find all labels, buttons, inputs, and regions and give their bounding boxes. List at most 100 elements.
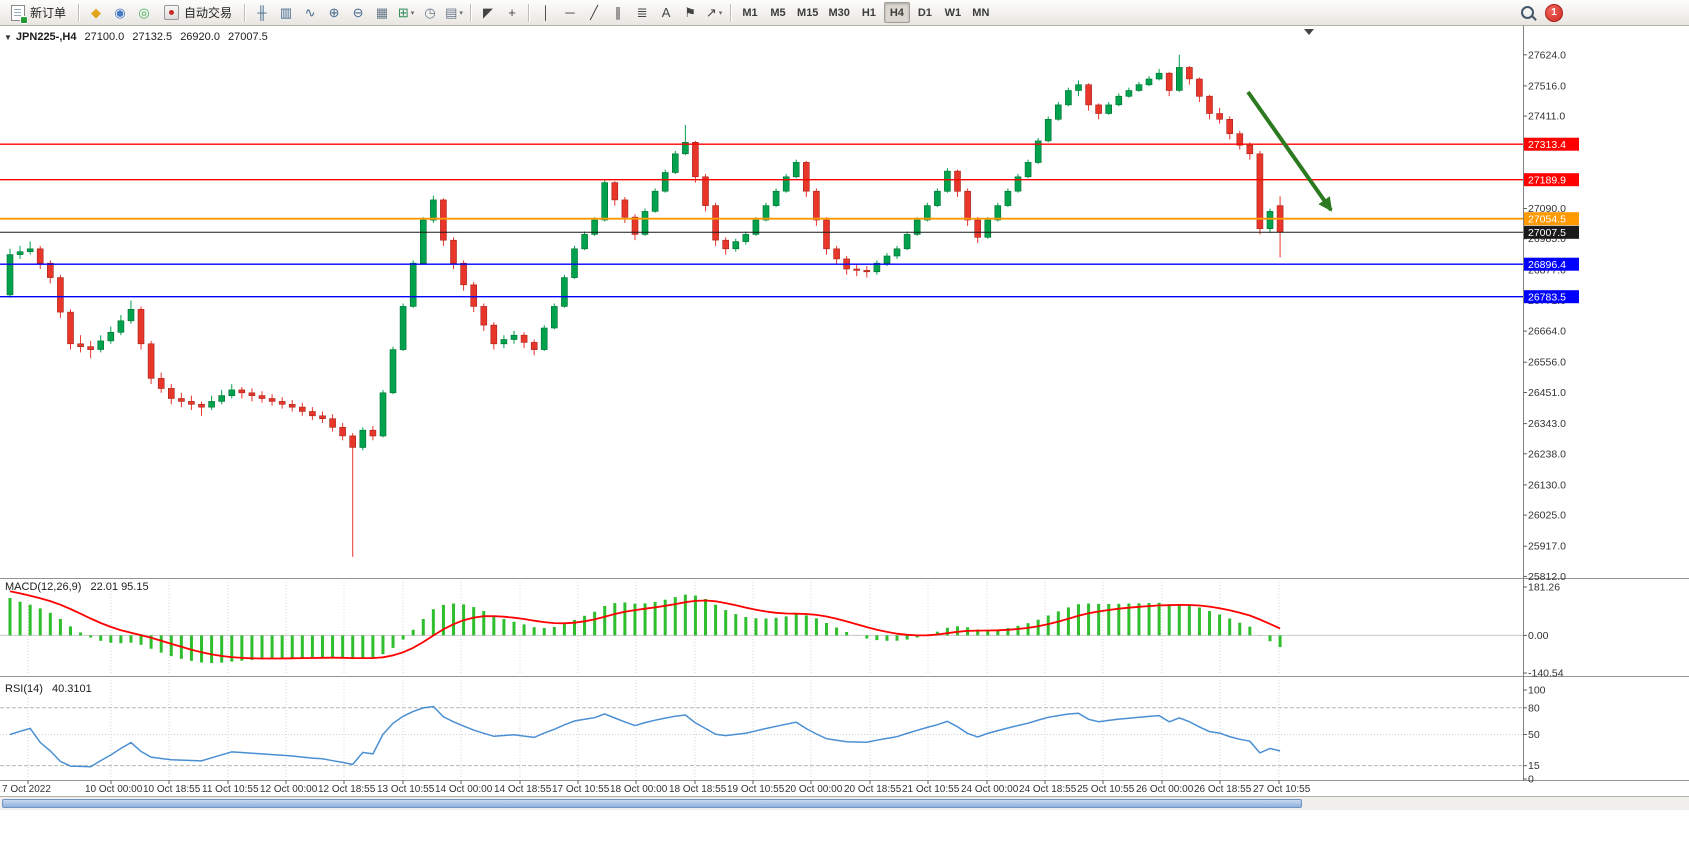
candlestick-chart-icon: ▥ <box>279 5 293 20</box>
svg-text:10 Oct 00:00: 10 Oct 00:00 <box>85 784 143 795</box>
arrows-button[interactable]: ↗ <box>703 2 725 23</box>
support-icon-icon: ◉ <box>114 5 126 20</box>
time-axis: 7 Oct 2022 10 Oct 00:00 10 Oct 18:55 11 Oct… <box>2 780 1311 795</box>
ohlc-low: 26920.0 <box>180 31 220 43</box>
text-button[interactable]: A <box>655 2 677 23</box>
new-order-button-label: 新订单 <box>30 6 67 20</box>
bar-chart-icon: ╫ <box>257 5 267 20</box>
new-order-button[interactable]: 新订单 <box>4 2 73 24</box>
svg-text:18 Oct 00:00: 18 Oct 00:00 <box>610 784 668 795</box>
equidistant-channel-button[interactable]: ∥ <box>607 2 629 23</box>
svg-text:26556.0: 26556.0 <box>1528 357 1566 369</box>
tile-windows-icon: ▦ <box>375 5 389 20</box>
chart-canvas[interactable]: 27624.027516.027411.027306.027198.027090… <box>0 26 1689 812</box>
svg-text:21 Oct 10:55: 21 Oct 10:55 <box>902 784 960 795</box>
zoom-out-button[interactable]: ⊖ <box>347 2 369 23</box>
period-clock-button[interactable]: ◷ <box>419 2 441 23</box>
svg-text:26 Oct 00:00: 26 Oct 00:00 <box>1136 784 1194 795</box>
templates-button[interactable]: ▤ <box>443 2 465 23</box>
text-label-button[interactable]: ⚑ <box>679 2 701 23</box>
zoom-in-button[interactable]: ⊕ <box>323 2 345 23</box>
rsi-panel <box>0 705 1523 768</box>
timeframe-button-h4[interactable]: H4 <box>883 2 910 23</box>
timeframe-button-m15[interactable]: M15 <box>797 6 819 19</box>
autotrading-icon <box>164 5 180 20</box>
svg-text:26664.0: 26664.0 <box>1528 326 1566 338</box>
timeframe-button-m30[interactable]: M30 <box>828 6 850 19</box>
line-chart-icon: ∿ <box>304 5 316 20</box>
timeframe-button-d1[interactable]: D1 <box>917 6 932 19</box>
arrows-icon: ↗ <box>705 5 717 20</box>
new-chart-icon: ⊞ <box>397 5 409 20</box>
search-button[interactable] <box>1516 2 1538 23</box>
horizontal-line-objects[interactable] <box>0 143 1523 298</box>
svg-text:181.26: 181.26 <box>1528 582 1560 594</box>
svg-text:25 Oct 10:55: 25 Oct 10:55 <box>1077 784 1135 795</box>
period-clock-icon: ◷ <box>424 5 436 20</box>
svg-text:100: 100 <box>1528 685 1546 697</box>
svg-text:20 Oct 18:55: 20 Oct 18:55 <box>844 784 902 795</box>
price-box-27189.9 <box>1524 173 1579 187</box>
equidistant-channel-icon: ∥ <box>614 5 622 20</box>
one-click-collapse-icon[interactable]: ▼ <box>4 33 12 42</box>
new-chart-button[interactable]: ⊞ <box>395 2 417 23</box>
toolbar-separator <box>470 3 473 22</box>
svg-text:27189.9: 27189.9 <box>1528 175 1566 187</box>
horizontal-scrollbar[interactable] <box>0 796 1689 810</box>
svg-text:20 Oct 00:00: 20 Oct 00:00 <box>785 784 843 795</box>
support-icon-button[interactable]: ◉ <box>109 2 131 23</box>
svg-text:7 Oct 2022: 7 Oct 2022 <box>2 784 51 795</box>
timeframe-button-m5[interactable]: M5 <box>770 6 786 19</box>
macd-indicator-label: MACD(12,26,9) 22.01 95.15 <box>5 581 149 593</box>
price-box-27313.4 <box>1524 137 1579 151</box>
text-label-icon: ⚑ <box>684 5 696 20</box>
candlestick-chart-button[interactable]: ▥ <box>275 2 297 23</box>
price-box-27007.5 <box>1524 225 1579 239</box>
svg-text:27007.5: 27007.5 <box>1528 227 1566 239</box>
price-box-26783.5 <box>1524 290 1579 304</box>
notification-badge[interactable]: 1 <box>1545 3 1563 22</box>
cursor-button[interactable]: ◤ <box>477 2 499 23</box>
chart-shift-marker-icon[interactable] <box>1304 29 1314 35</box>
svg-text:25812.0: 25812.0 <box>1528 571 1566 583</box>
toolbar-separator <box>730 3 733 22</box>
timeframe-button-w1[interactable]: W1 <box>944 6 962 19</box>
arrow-annotation[interactable] <box>1246 90 1333 212</box>
timeframe-button-m1[interactable]: M1 <box>742 6 758 19</box>
svg-text:26238.0: 26238.0 <box>1528 448 1566 460</box>
timeframe-button-h1[interactable]: H1 <box>861 6 876 19</box>
profile-icon-icon: ◆ <box>91 5 102 20</box>
macd-values: 22.01 95.15 <box>90 581 149 593</box>
profile-icon-button[interactable]: ◆ <box>85 2 107 23</box>
timeframe-button-mn[interactable]: MN <box>972 6 990 19</box>
svg-text:12 Oct 18:55: 12 Oct 18:55 <box>318 784 376 795</box>
svg-text:-140.54: -140.54 <box>1528 668 1564 680</box>
panel-separators <box>0 26 1689 781</box>
vertical-line-button[interactable]: │ <box>535 2 557 23</box>
fibonacci-button[interactable]: ≣ <box>631 2 653 23</box>
svg-text:15: 15 <box>1528 760 1540 772</box>
community-icon-button[interactable]: ◎ <box>133 2 155 23</box>
autotrading-button-label: 自动交易 <box>184 6 233 20</box>
indicator-panel-grid <box>27 582 1280 778</box>
bar-chart-button[interactable]: ╫ <box>251 2 273 23</box>
svg-text:0.00: 0.00 <box>1528 630 1549 642</box>
crosshair-button[interactable]: + <box>501 2 523 23</box>
macd-signal-line <box>9 590 1281 660</box>
trendline-button[interactable]: ╱ <box>583 2 605 23</box>
horizontal-line-icon: ─ <box>565 5 575 20</box>
horizontal-line-button[interactable]: ─ <box>559 2 581 23</box>
svg-text:13 Oct 10:55: 13 Oct 10:55 <box>377 784 435 795</box>
svg-text:26130.0: 26130.0 <box>1528 479 1566 491</box>
indicator-axes: 181.26 0.00 -140.54 100 80 50 15 0 <box>1523 582 1564 786</box>
svg-text:10 Oct 18:55: 10 Oct 18:55 <box>143 784 201 795</box>
main-toolbar: 新订单 ◆ ◉ ◎ 自动交易 ╫ ▥ ∿ ⊕ ⊖ ▦ ⊞ ◷ ▤ ◤ + │ ─ ╱ ∥ ≣ A ⚑ ↗ M1 M5 M15 M30 H… <box>0 0 1689 26</box>
price-box-26896.4 <box>1524 257 1579 271</box>
line-chart-button[interactable]: ∿ <box>299 2 321 23</box>
tile-windows-button[interactable]: ▦ <box>371 2 393 23</box>
autotrading-button[interactable]: 自动交易 <box>157 2 239 23</box>
scrollbar-thumb[interactable] <box>2 799 1302 808</box>
toolbar-buttons-group: 新订单 ◆ ◉ ◎ 自动交易 ╫ ▥ ∿ ⊕ ⊖ ▦ ⊞ ◷ ▤ ◤ + │ ─ ╱ ∥ ≣ A ⚑ ↗ M1 M5 M15 M30 H… <box>3 0 995 25</box>
svg-text:50: 50 <box>1528 729 1540 741</box>
